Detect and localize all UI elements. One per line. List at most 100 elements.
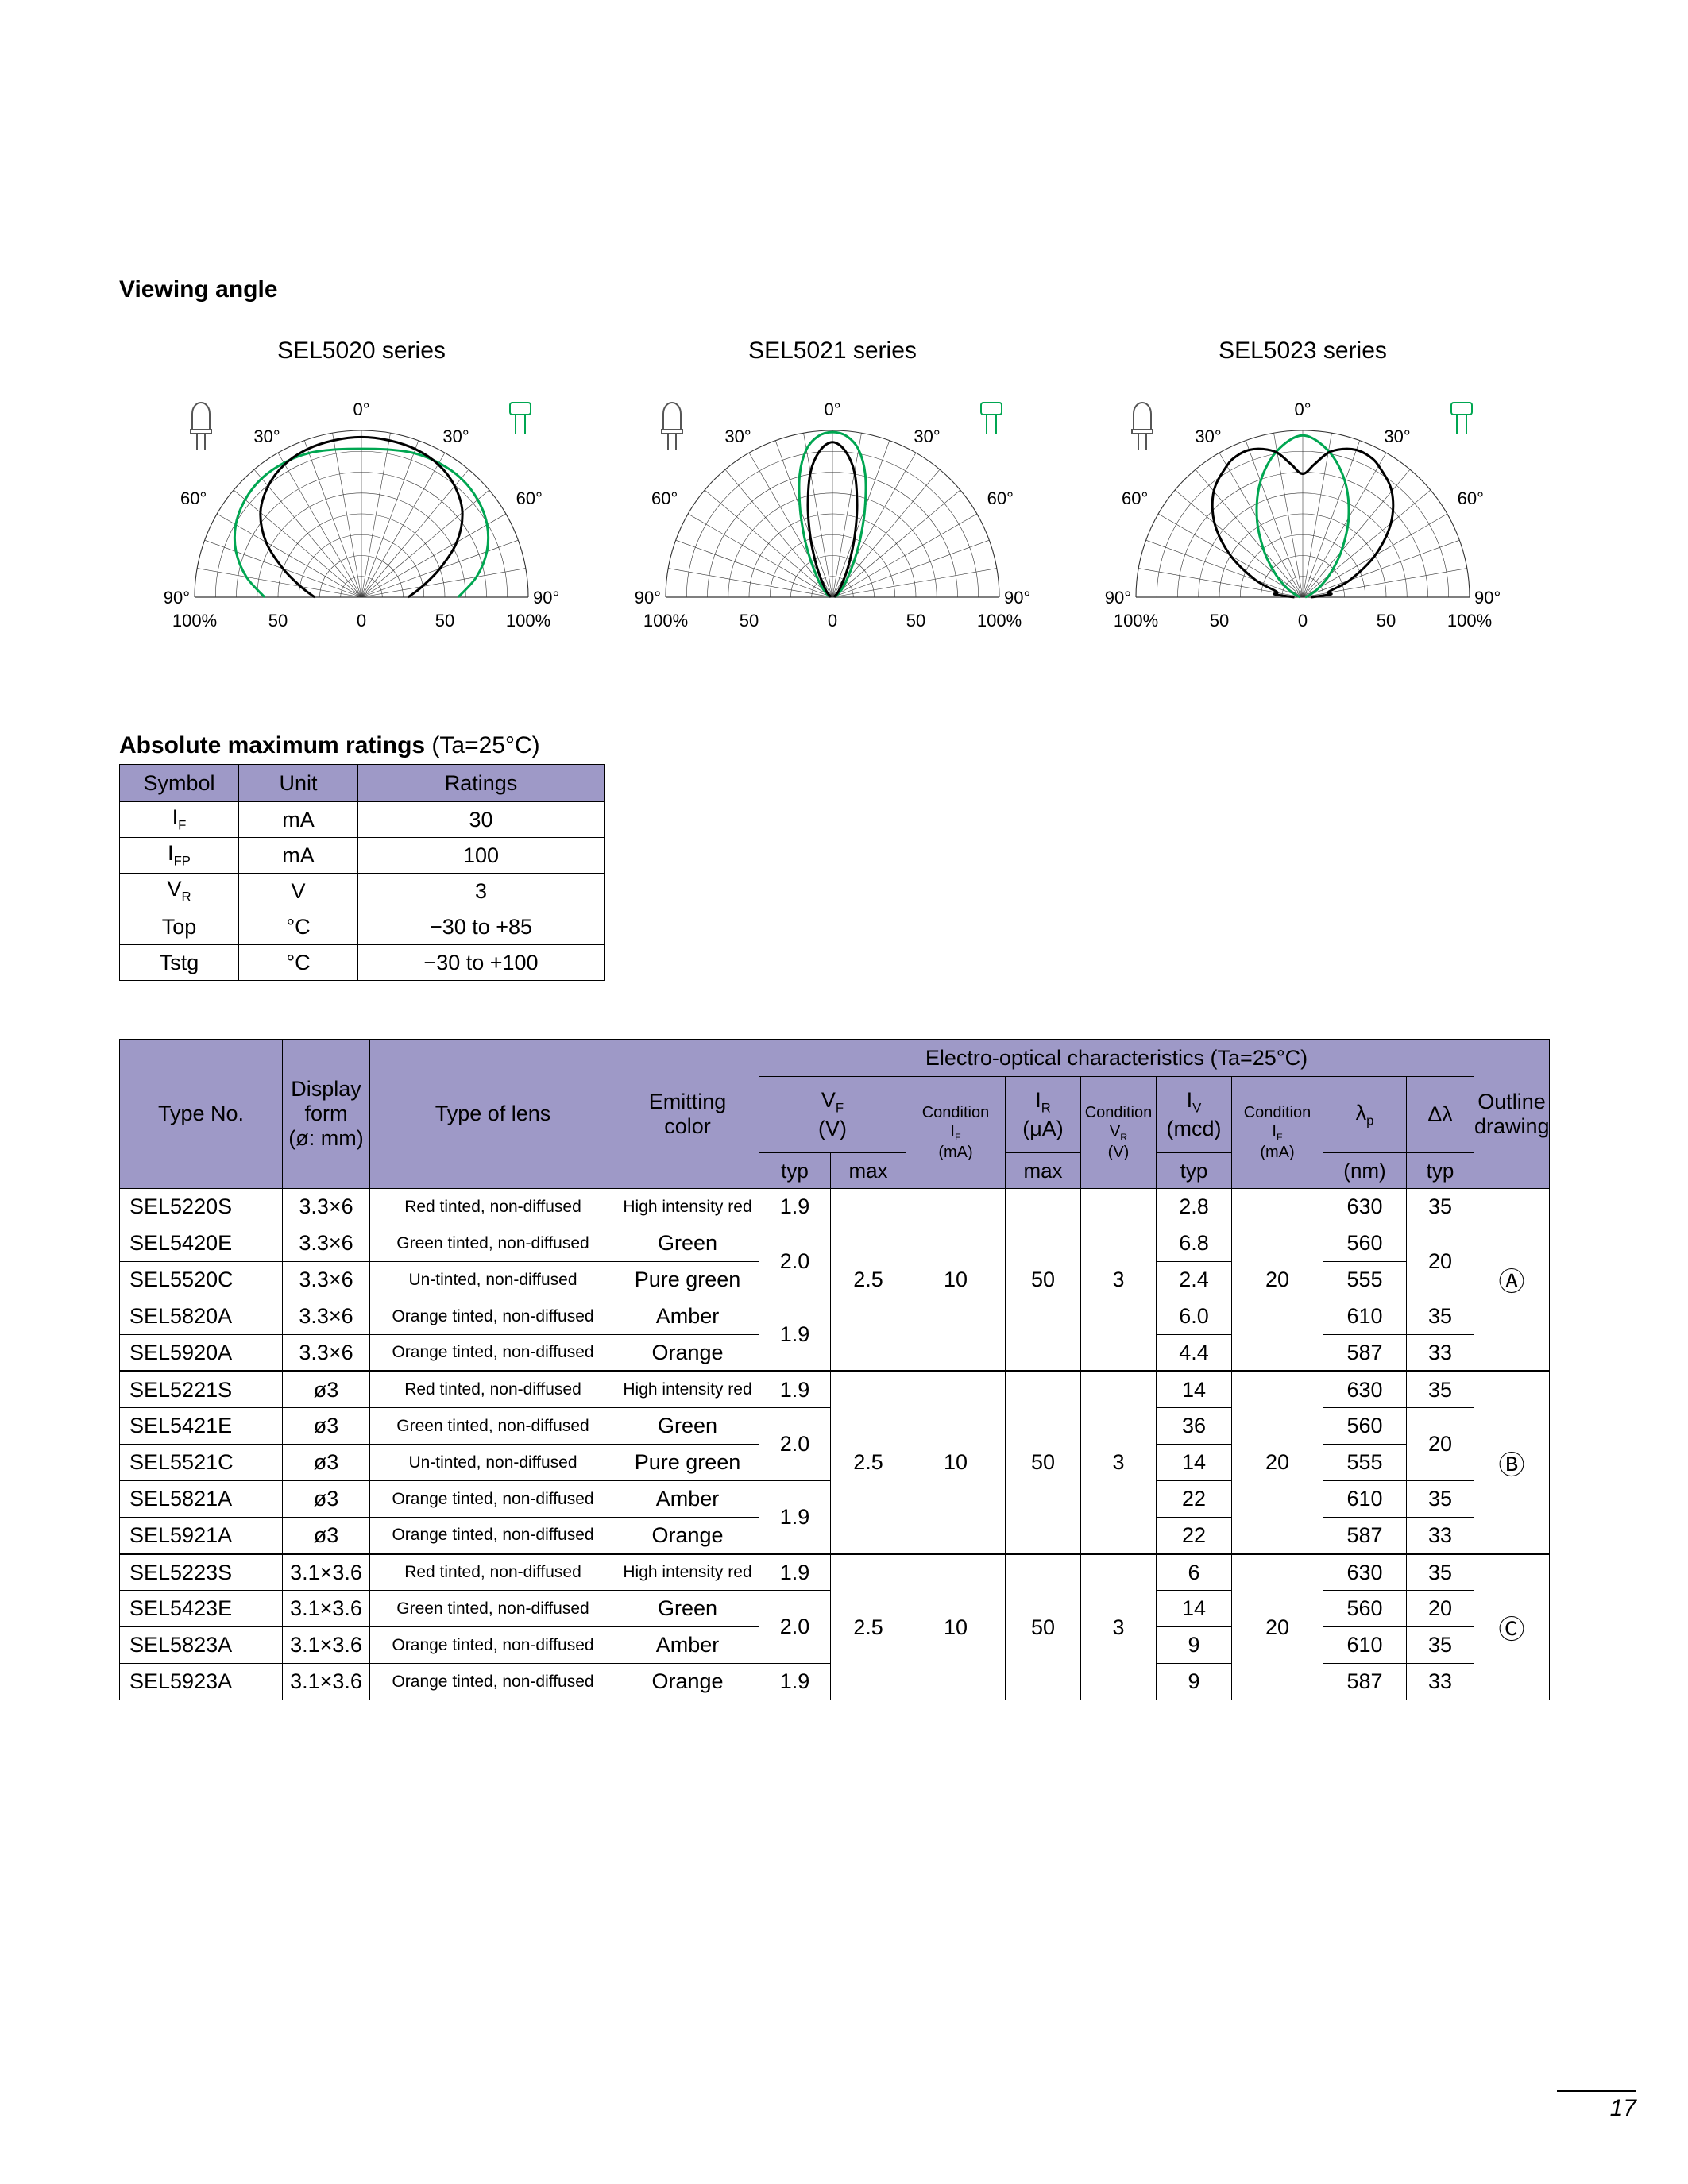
abs-rating-cell: 30 — [357, 801, 605, 838]
col-vf-max: max — [830, 1152, 906, 1189]
col-ir: IR (μA) — [1005, 1076, 1081, 1153]
polar-chart-box: SEL5020 series 0° 30° 30° 60° 60° 90° 90° 100% 5… — [159, 338, 564, 649]
lp-cell: 560 — [1323, 1407, 1407, 1445]
iv-typ-cell: 6.0 — [1156, 1298, 1232, 1335]
angle-label-30: 30° — [1384, 426, 1410, 446]
dl-cell: 35 — [1405, 1370, 1475, 1408]
eo-table: Type No. Display form (ø: mm) Type of le… — [119, 1039, 1551, 1700]
eo-row: SEL5421E ø3 Green tinted, non-diffused Gree… — [119, 1407, 1550, 1481]
led-package-icon — [980, 402, 1002, 434]
angle-label-30: 30° — [724, 426, 751, 446]
vf-max-cell: 2.5 — [830, 1553, 906, 1700]
abs-max-header-row: Symbol Unit Ratings — [119, 764, 605, 802]
iv-typ-cell: 6 — [1156, 1553, 1232, 1591]
angle-label-90: 90° — [1105, 588, 1131, 608]
angle-label-30: 30° — [914, 426, 940, 446]
display-form-cell: ø3 — [282, 1480, 370, 1518]
iv-typ-cell: 22 — [1156, 1480, 1232, 1518]
type-no-cell: SEL5221S — [119, 1370, 283, 1408]
emitting-color-cell: Amber — [616, 1626, 759, 1664]
lp-cell: 630 — [1323, 1188, 1407, 1225]
iv-typ-cell: 22 — [1156, 1517, 1232, 1554]
polar-grid — [194, 430, 529, 598]
led-lamp-icon — [190, 402, 212, 450]
col-ir-max: max — [1005, 1152, 1081, 1189]
axis-label: 0 — [828, 611, 837, 631]
lens-cell: Orange tinted, non-diffused — [369, 1334, 616, 1372]
abs-unit-cell: °C — [238, 909, 358, 945]
axis-label: 50 — [1377, 611, 1396, 631]
emitting-color-cell: Orange — [616, 1517, 759, 1554]
angle-label-0: 0° — [353, 399, 369, 419]
col-iv-typ: typ — [1156, 1152, 1232, 1189]
emitting-color-cell: Green — [616, 1225, 759, 1262]
eo-row: SEL5920A 3.3×6 Orange tinted, non-diffused… — [119, 1334, 1550, 1372]
display-form-cell: ø3 — [282, 1444, 370, 1481]
eo-row: SEL5821A ø3 Orange tinted, non-diffused Amb… — [119, 1480, 1550, 1554]
col-cond-if2: Condition IF (mA) — [1231, 1076, 1323, 1189]
lens-cell: Un-tinted, non-diffused — [369, 1444, 616, 1481]
radiation-curve-black — [806, 441, 859, 599]
vf-typ-cell: 1.9 — [759, 1188, 831, 1225]
col-emitting: Emitting color — [616, 1039, 759, 1189]
axis-label: 100% — [172, 611, 217, 631]
vf-typ-cell: 1.9 — [759, 1553, 831, 1591]
iv-typ-cell: 2.4 — [1156, 1261, 1232, 1298]
eo-span-header: Electro-optical characteristics (Ta=25°C… — [758, 1039, 1475, 1077]
polar-chart: 0° 30° 30° 60° 60° 90° 90° 100% 50 0 50 100% — [159, 371, 564, 649]
type-no-cell: SEL5423E — [119, 1590, 283, 1627]
angle-label-90: 90° — [1474, 588, 1501, 608]
lp-cell: 587 — [1323, 1663, 1407, 1700]
col-lp: λp — [1323, 1076, 1407, 1153]
lp-cell: 560 — [1323, 1590, 1407, 1627]
chart-title: SEL5021 series — [748, 338, 917, 364]
abs-symbol-cell: Top — [119, 909, 239, 945]
abs-unit-cell: °C — [238, 944, 358, 981]
vf-typ-cell: 1.9 — [759, 1663, 831, 1700]
abs-unit-cell: mA — [238, 837, 358, 874]
col-type-no: Type No. — [119, 1039, 283, 1189]
type-no-cell: SEL5223S — [119, 1553, 283, 1591]
radiation-curve-green — [1255, 434, 1350, 599]
col-lp-unit: (nm) — [1323, 1152, 1407, 1189]
polar-chart-box: SEL5021 series 0° 30° 30° 60° 60° 90° 90° 100% 5… — [630, 338, 1035, 649]
cond-vr-cell: 3 — [1080, 1370, 1157, 1554]
polar-chart-svg: 0° 30° 30° 60° 60° 90° 90° 100% 50 0 50 100% — [635, 399, 1031, 631]
dl-cell: 20 — [1405, 1590, 1475, 1627]
eo-row: SEL5220S 3.3×6 Red tinted, non-diffused Hig… — [119, 1188, 1551, 1372]
angle-label-60: 60° — [180, 488, 207, 508]
emitting-color-cell: Orange — [616, 1663, 759, 1700]
iv-typ-cell: 9 — [1156, 1626, 1232, 1664]
abs-unit-cell: mA — [238, 801, 358, 838]
abs-col-unit: Unit — [238, 764, 358, 802]
emitting-color-cell: High intensity red — [616, 1370, 759, 1408]
display-form-cell: ø3 — [282, 1517, 370, 1554]
axis-label: 100% — [1447, 611, 1492, 631]
emitting-color-cell: Green — [616, 1407, 759, 1445]
type-no-cell: SEL5921A — [119, 1517, 283, 1554]
outline-cell: Ⓐ — [1474, 1188, 1551, 1372]
angle-label-90: 90° — [635, 588, 661, 608]
cond-if2-cell: 20 — [1231, 1370, 1323, 1554]
cond-if-cell: 10 — [906, 1370, 1006, 1554]
axis-label: 0 — [357, 611, 366, 631]
col-dl: Δλ — [1405, 1076, 1475, 1153]
abs-max-row: IFP mA 100 — [119, 837, 605, 874]
emitting-color-cell: Green — [616, 1590, 759, 1627]
display-form-cell: 3.3×6 — [282, 1225, 370, 1262]
lens-cell: Orange tinted, non-diffused — [369, 1626, 616, 1664]
iv-typ-cell: 2.8 — [1156, 1188, 1232, 1225]
polar-grid — [1135, 430, 1470, 598]
eo-row: SEL5420E 3.3×6 Green tinted, non-diffused G… — [119, 1225, 1550, 1298]
abs-max-row: VR V 3 — [119, 873, 605, 909]
emitting-color-cell: Amber — [616, 1480, 759, 1518]
lens-cell: Orange tinted, non-diffused — [369, 1480, 616, 1518]
col-cond-if: Condition IF (mA) — [906, 1076, 1006, 1189]
angle-label-90: 90° — [533, 588, 559, 608]
radiation-curve-black — [259, 435, 464, 599]
ir-max-cell: 50 — [1005, 1188, 1081, 1372]
col-vf-typ: typ — [759, 1152, 831, 1189]
emitting-color-cell: High intensity red — [616, 1553, 759, 1591]
led-package-icon — [509, 402, 531, 434]
